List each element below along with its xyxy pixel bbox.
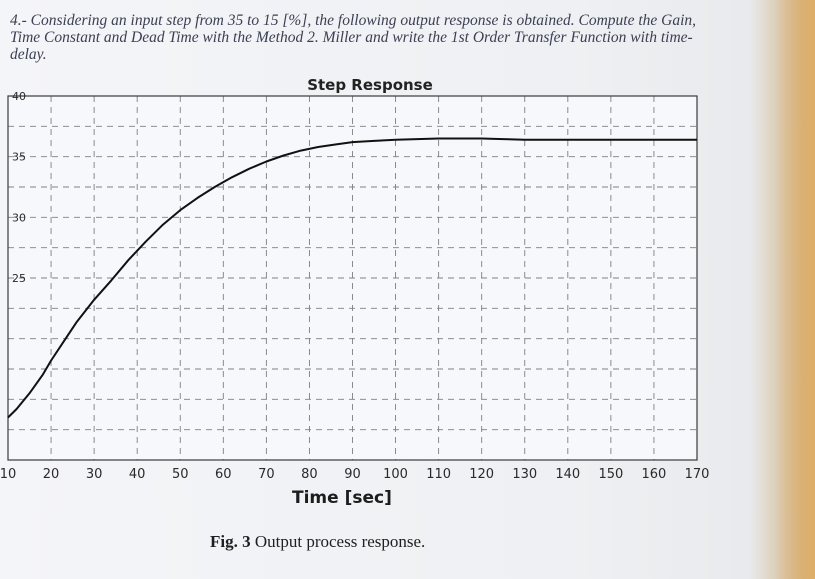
x-tick-label: 110 (426, 467, 451, 482)
y-tick-label: 40 (12, 90, 26, 103)
x-tick-label: 160 (642, 467, 667, 482)
x-tick-label: 80 (301, 467, 318, 482)
x-tick-label: 100 (383, 467, 408, 482)
y-tick-label: 35 (12, 151, 26, 164)
question-text: 4.- Considering an input step from 35 to… (10, 12, 697, 63)
x-tick-label: 50 (172, 467, 189, 482)
step-response-line (7, 137, 697, 419)
x-tick-label: 140 (555, 467, 580, 482)
x-axis-label: Time [sec] (292, 488, 392, 508)
y-tick-label: 30 (12, 211, 26, 224)
x-tick-label: 20 (43, 467, 60, 482)
plot-frame (7, 95, 698, 461)
edge-glow (775, 0, 815, 579)
chart-title: Step Response (307, 76, 433, 94)
y-tick-label: 25 (12, 272, 26, 285)
x-tick-label: 150 (598, 467, 623, 482)
caption-text: Output process response. (250, 532, 426, 551)
x-tick-label: 70 (258, 467, 275, 482)
x-tick-label: 90 (344, 467, 361, 482)
x-tick-label: 130 (512, 467, 537, 482)
figure-caption: Fig. 3 Output process response. (210, 532, 425, 552)
x-tick-label: 40 (129, 467, 146, 482)
x-tick-label: 60 (215, 467, 232, 482)
caption-prefix: Fig. 3 (210, 532, 251, 551)
x-tick-label: 30 (86, 467, 103, 482)
x-tick-label: 120 (469, 467, 494, 482)
x-tick-label: 170 (685, 467, 710, 482)
x-tick-label: 10 (0, 467, 16, 482)
